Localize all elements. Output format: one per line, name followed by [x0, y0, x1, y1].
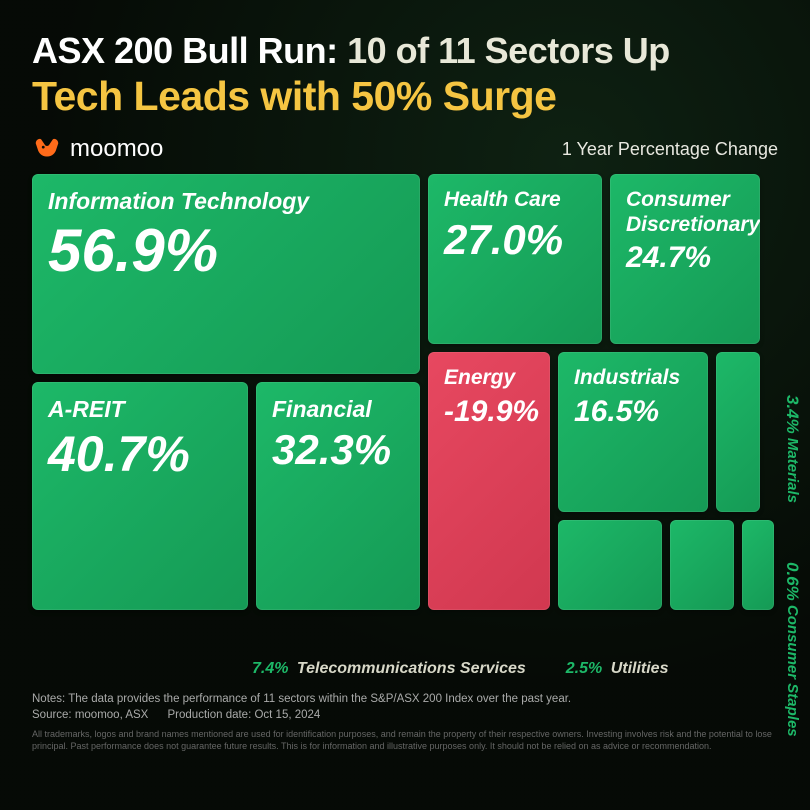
materials-name: Materials	[784, 438, 801, 503]
headline-rest: 10 of 11 Sectors Up	[347, 30, 670, 71]
tile-value: 27.0%	[444, 219, 586, 261]
headline-strong: ASX 200 Bull Run:	[32, 30, 338, 71]
tile-name: Industrials	[574, 366, 692, 390]
staples-pct: 0.6%	[783, 562, 802, 601]
tile-energy: Energy -19.9%	[428, 352, 550, 610]
tile-telecom	[558, 520, 662, 610]
tile-financial: Financial 32.3%	[256, 382, 420, 610]
notes-line1: Notes: The data provides the performance…	[32, 692, 778, 708]
headline: ASX 200 Bull Run: 10 of 11 Sectors Up	[32, 30, 778, 71]
tile-materials	[716, 352, 760, 512]
bottom-labels: 7.4% Telecommunications Services 2.5% Ut…	[252, 660, 778, 678]
tile-utilities	[670, 520, 734, 610]
telecom-pct: 7.4%	[252, 660, 288, 677]
staples-name: Consumer Staples	[784, 605, 801, 737]
utilities-name: Utilities	[611, 660, 669, 677]
tile-value: -19.9%	[444, 397, 534, 427]
tile-areit: A-REIT 40.7%	[32, 382, 248, 610]
notes: Notes: The data provides the performance…	[32, 692, 778, 723]
tile-health-care: Health Care 27.0%	[428, 174, 602, 344]
tile-name: Energy	[444, 366, 534, 390]
tile-consumer-disc: Consumer Discretionary 24.7%	[610, 174, 760, 344]
bull-icon	[32, 134, 62, 164]
tile-value: 24.7%	[626, 243, 744, 273]
side-label-consumer-staples: 0.6% Consumer Staples	[782, 562, 802, 737]
disclaimer: All trademarks, logos and brand names me…	[32, 729, 778, 752]
tile-name: A-REIT	[48, 396, 232, 422]
side-label-materials: 3.4% Materials	[782, 395, 802, 503]
tile-consumer-staples	[742, 520, 774, 610]
telecom-name: Telecommunications Services	[297, 660, 526, 677]
materials-pct: 3.4%	[783, 395, 802, 434]
notes-date: Production date: Oct 15, 2024	[168, 709, 321, 721]
brand: moomoo	[32, 134, 163, 164]
notes-source: Source: moomoo, ASX	[32, 709, 148, 721]
tile-industrials: Industrials 16.5%	[558, 352, 708, 512]
tile-value: 16.5%	[574, 397, 692, 427]
brand-row: moomoo 1 Year Percentage Change	[32, 134, 778, 164]
tile-info-tech: Information Technology 56.9%	[32, 174, 420, 374]
brand-name: moomoo	[70, 135, 163, 163]
tile-name: Information Technology	[48, 188, 404, 214]
bottom-label: 2.5% Utilities	[566, 660, 669, 678]
tile-value: 32.3%	[272, 429, 404, 471]
tile-name: Health Care	[444, 188, 586, 212]
utilities-pct: 2.5%	[566, 660, 602, 677]
tile-value: 56.9%	[48, 221, 404, 281]
subhead: Tech Leads with 50% Surge	[32, 73, 778, 120]
bottom-label: 7.4% Telecommunications Services	[252, 660, 526, 678]
tile-name: Financial	[272, 396, 404, 422]
notes-line2: Source: moomoo, ASX Production date: Oct…	[32, 708, 778, 724]
infographic-container: ASX 200 Bull Run: 10 of 11 Sectors Up Te…	[0, 0, 810, 810]
tile-name: Consumer Discretionary	[626, 188, 744, 236]
treemap: Information Technology 56.9% A-REIT 40.7% Fi…	[32, 174, 778, 650]
tile-value: 40.7%	[48, 429, 232, 479]
chart-subtitle: 1 Year Percentage Change	[562, 139, 778, 160]
